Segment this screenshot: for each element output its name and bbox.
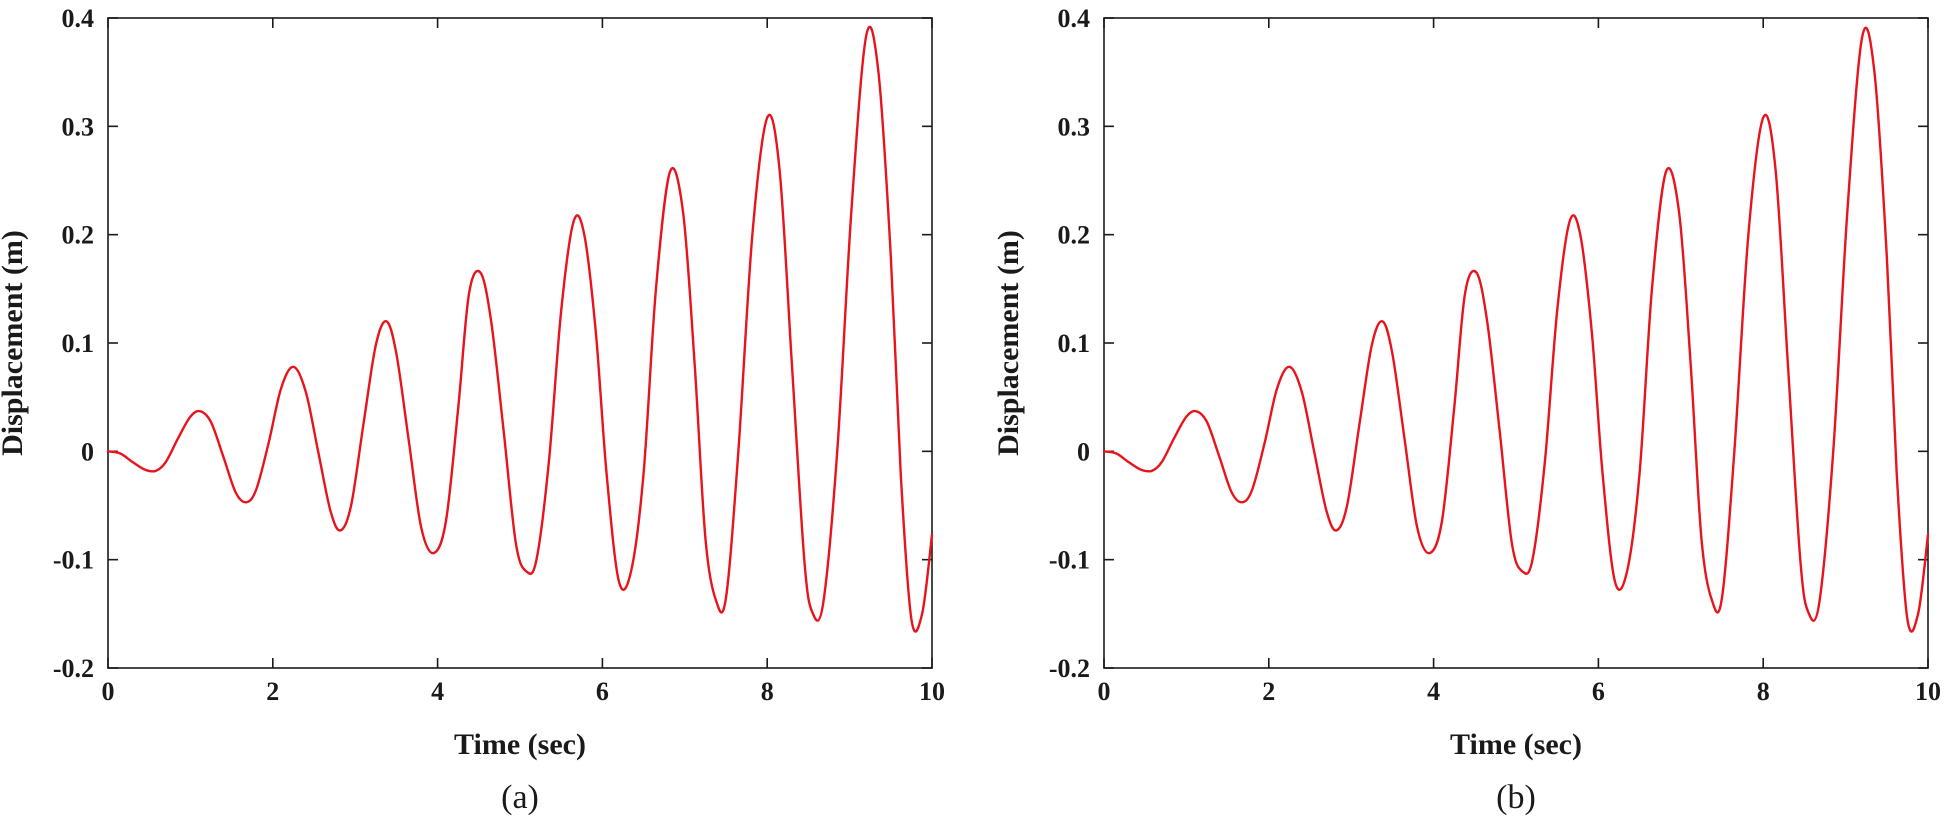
y-axis-title: Displacement (m)	[0, 230, 29, 456]
plot-frame	[107, 17, 933, 669]
y-tick-label: 0.2	[1058, 221, 1091, 250]
x-tick-label: 6	[1592, 677, 1605, 706]
y-axis-title: Displacement (m)	[992, 230, 1025, 456]
x-tick-label: 10	[919, 677, 945, 706]
chart-panel-b: 0 2 4 6 8 10 -0.2 -0.1 0 0.1 0.2 0.3 0.4 Time (sec) Di…	[992, 4, 1941, 816]
y-tick-label: -0.1	[53, 546, 94, 575]
y-tick-label: -0.2	[1049, 654, 1090, 683]
x-tick-label: 8	[1757, 677, 1770, 706]
x-tick-label: 0	[1098, 677, 1111, 706]
y-tick-label: -0.2	[53, 654, 94, 683]
x-tick-label: 2	[266, 677, 279, 706]
displacement-series-line	[106, 25, 934, 633]
displacement-series-line	[1102, 26, 1930, 633]
y-tick-label: 0.4	[1058, 4, 1091, 33]
x-tick-label: 2	[1262, 677, 1275, 706]
x-tick-label: 0	[102, 677, 115, 706]
y-tick-label: 0.4	[62, 4, 95, 33]
y-tick-label: -0.1	[1049, 546, 1090, 575]
panel-caption: (b)	[1496, 779, 1536, 816]
y-tick-label: 0	[81, 437, 94, 466]
x-tick-label: 6	[596, 677, 609, 706]
y-tick-label: 0	[1077, 437, 1090, 466]
x-tick-label: 10	[1915, 677, 1941, 706]
plot-frame	[1103, 17, 1929, 669]
y-tick-label: 0.3	[1058, 112, 1091, 141]
x-axis-title: Time (sec)	[454, 728, 586, 761]
x-tick-label: 4	[1427, 677, 1440, 706]
x-tick-label: 8	[761, 677, 774, 706]
y-tick-label: 0.2	[62, 221, 95, 250]
x-tick-label: 4	[431, 677, 444, 706]
x-axis-title: Time (sec)	[1450, 728, 1582, 761]
panel-caption: (a)	[501, 779, 539, 816]
y-tick-label: 0.1	[62, 329, 95, 358]
y-tick-label: 0.1	[1058, 329, 1091, 358]
chart-panel-a: 0 2 4 6 8 10 -0.2 -0.1 0 0.1 0.2 0.3 0.4 Time (sec) Di…	[0, 4, 945, 816]
y-tick-label: 0.3	[62, 112, 95, 141]
